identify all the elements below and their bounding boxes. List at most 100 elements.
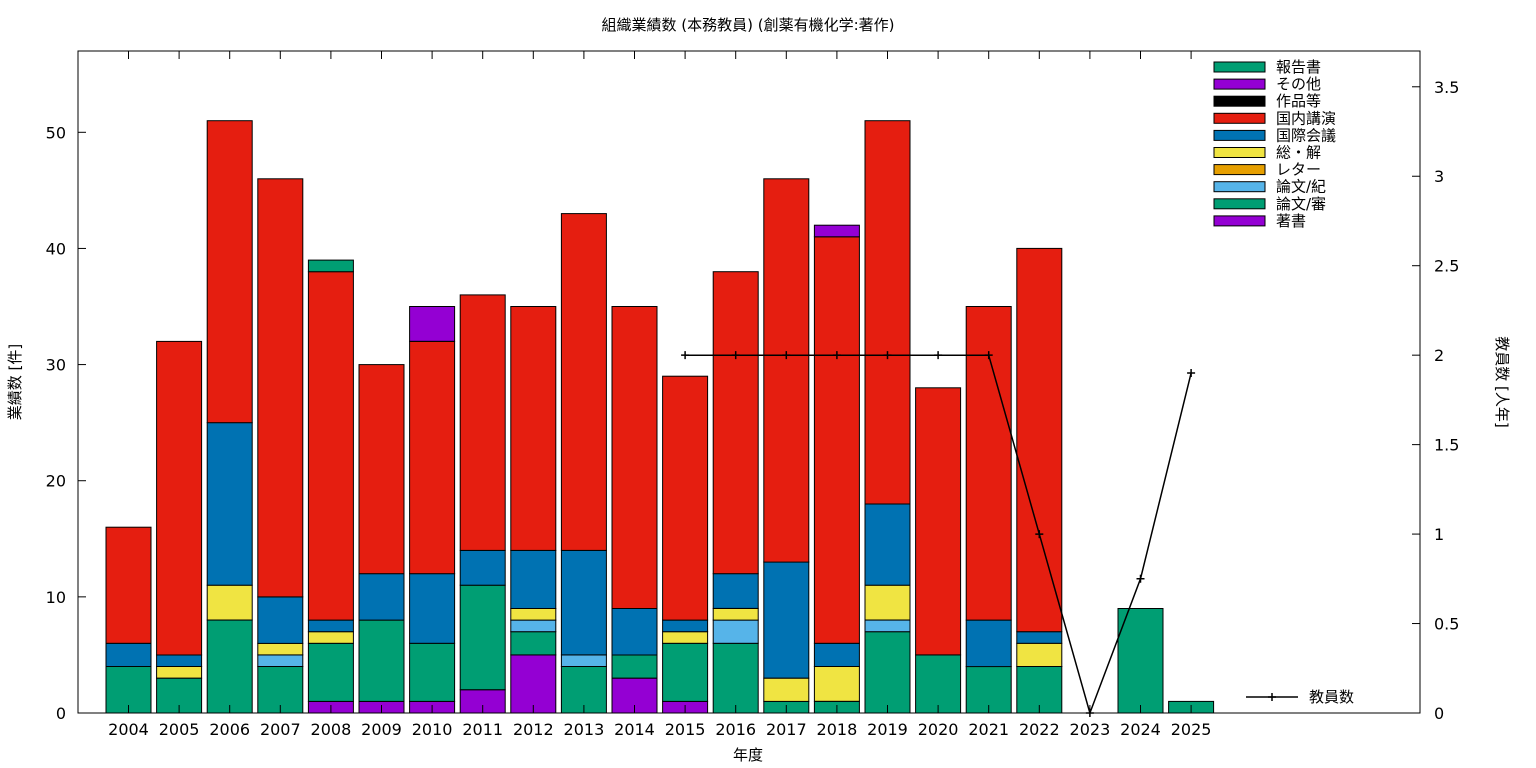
faculty-count-point (731, 351, 740, 360)
bar-2024-series-9 (1117, 608, 1164, 714)
legend-label: その他 (1276, 75, 1321, 93)
bar-2016-series-2 (712, 619, 759, 644)
x-tick-label: 2008 (311, 720, 352, 739)
bar-2019-series-6 (864, 120, 911, 505)
legend-swatch (1213, 181, 1266, 193)
bar-2020-series-1 (915, 654, 962, 714)
bars-layer (105, 120, 1215, 714)
y2-tick-label: 2.5 (1434, 257, 1459, 276)
x-axis: 2004 2005 2006 2007 2008 2009 2010 2011 2012 2013… (108, 51, 1211, 739)
y2-axis-label: 教員数 [人年] (1493, 336, 1511, 427)
bar-2011-series-6 (459, 294, 506, 551)
y2-tick-label: 2 (1434, 346, 1444, 365)
bar-2006-series-1 (206, 619, 253, 714)
x-tick-label: 2015 (665, 720, 706, 739)
bar-2015-series-5 (662, 619, 709, 633)
bar-2021-series-5 (965, 619, 1012, 668)
faculty-count-point (984, 351, 993, 360)
legend-label-faculty: 教員数 (1309, 688, 1354, 706)
bar-2011-series-5 (459, 549, 506, 586)
x-tick-label: 2016 (715, 720, 756, 739)
legend-swatch (1213, 198, 1266, 210)
bar-2016-series-5 (712, 573, 759, 609)
legend-line-marker (1268, 693, 1276, 701)
bar-2018-series-5 (813, 642, 860, 667)
x-tick-label: 2024 (1120, 720, 1161, 739)
x-tick-label: 2019 (867, 720, 908, 739)
line-layer (681, 351, 1196, 717)
legend-swatch (1213, 215, 1266, 227)
legend-label: 報告書 (1276, 58, 1321, 76)
x-tick-label: 2004 (108, 720, 149, 739)
legend-swatch (1213, 78, 1266, 90)
legend-label: 総・解 (1276, 144, 1321, 162)
bar-2015-series-1 (662, 642, 709, 702)
y-tick-label: 30 (46, 356, 66, 375)
bar-2018-series-8 (813, 224, 860, 238)
x-tick-label: 2014 (614, 720, 655, 739)
bar-2006-series-5 (206, 422, 253, 586)
faculty-count-point (681, 351, 690, 360)
bar-2007-series-4 (257, 642, 304, 656)
right-axis: 0 0.5 1 1.5 2 2.5 3 3.5 (1412, 78, 1459, 723)
x-tick-label: 2018 (817, 720, 858, 739)
y2-tick-label: 1 (1434, 525, 1444, 544)
y-tick-label: 10 (46, 588, 66, 607)
x-tick-label: 2005 (159, 720, 200, 739)
left-axis: 0 10 20 30 40 50 (46, 123, 86, 723)
y2-tick-label: 1.5 (1434, 436, 1459, 455)
x-tick-label: 2012 (513, 720, 554, 739)
x-tick-label: 2013 (564, 720, 605, 739)
bar-2007-series-2 (257, 654, 304, 668)
bar-2009-series-6 (358, 364, 405, 575)
bar-2016-series-6 (712, 271, 759, 575)
x-tick-label: 2007 (260, 720, 301, 739)
x-tick-label: 2010 (412, 720, 453, 739)
bar-2022-series-4 (1016, 642, 1063, 667)
bar-2012-series-4 (510, 608, 557, 621)
bar-2007-series-6 (257, 178, 304, 598)
bar-2012-series-1 (510, 631, 557, 656)
bar-2009-series-5 (358, 573, 405, 621)
bar-2010-series-6 (409, 340, 456, 575)
x-tick-label: 2023 (1070, 720, 1111, 739)
legend-label: レター (1276, 161, 1321, 179)
x-axis-label: 年度 (733, 746, 763, 764)
bar-2004-series-5 (105, 642, 152, 667)
x-tick-label: 2025 (1171, 720, 1212, 739)
legend-label: 論文/紀 (1276, 178, 1326, 196)
bar-2014-series-5 (611, 608, 658, 656)
faculty-count-point (1187, 369, 1196, 378)
legend-label: 著書 (1276, 212, 1306, 230)
y-axis-label: 業績数 [件] (6, 344, 24, 420)
legend-swatch (1213, 61, 1266, 73)
legend-label: 作品等 (1276, 92, 1321, 110)
legend-swatch (1213, 129, 1266, 141)
bar-2018-series-6 (813, 236, 860, 644)
bar-2008-series-9 (307, 259, 354, 273)
bar-2010-series-5 (409, 573, 456, 644)
y-tick-label: 40 (46, 239, 66, 258)
plot-frame (77, 50, 1421, 714)
bar-2016-series-4 (712, 608, 759, 621)
bar-2007-series-5 (257, 596, 304, 644)
x-tick-label: 2009 (361, 720, 402, 739)
legend-label: 国内講演 (1276, 109, 1336, 127)
bar-2010-series-1 (409, 642, 456, 702)
y2-tick-label: 3 (1434, 167, 1444, 186)
bar-2014-series-6 (611, 306, 658, 609)
bar-2008-series-6 (307, 271, 354, 621)
bar-2016-series-1 (712, 642, 759, 714)
faculty-count-point (832, 351, 841, 360)
bar-2017-series-4 (763, 677, 810, 702)
faculty-count-point (934, 351, 943, 360)
x-tick-label: 2017 (766, 720, 807, 739)
bar-2013-series-6 (560, 213, 607, 551)
bar-2020-series-6 (915, 387, 962, 656)
bar-2022-series-6 (1016, 247, 1063, 633)
bar-2008-series-5 (307, 619, 354, 633)
legend-swatch (1213, 112, 1266, 124)
bar-2012-series-0 (510, 654, 557, 714)
x-tick-label: 2021 (968, 720, 1009, 739)
